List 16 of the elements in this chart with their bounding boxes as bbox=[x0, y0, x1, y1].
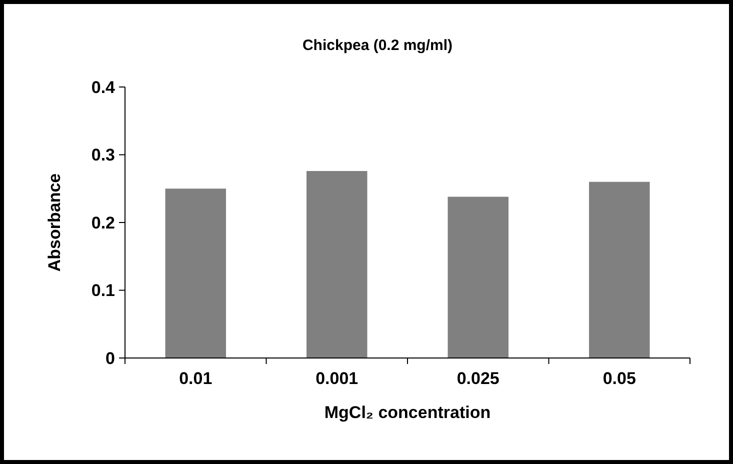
chart-title: Chickpea (0.2 mg/ml) bbox=[302, 37, 453, 54]
y-tick-label: 0.4 bbox=[91, 78, 116, 97]
x-tick-label: 0.05 bbox=[602, 369, 636, 388]
x-tick-label: 0.025 bbox=[456, 369, 500, 388]
bar bbox=[306, 171, 368, 358]
y-tick-label: 0.2 bbox=[91, 213, 115, 232]
y-tick-label: 0 bbox=[106, 348, 115, 368]
y-tick-label: 0.3 bbox=[91, 146, 115, 165]
bar bbox=[589, 182, 650, 358]
x-tick-label: 0.001 bbox=[316, 369, 358, 388]
y-axis-title: Absorbance bbox=[45, 173, 64, 272]
x-axis-title: MgCl₂ concentration bbox=[324, 403, 491, 422]
y-tick-label: 0.1 bbox=[91, 281, 115, 300]
x-tick-label: 0.01 bbox=[179, 369, 212, 388]
bar bbox=[165, 188, 226, 358]
bar bbox=[448, 196, 508, 358]
